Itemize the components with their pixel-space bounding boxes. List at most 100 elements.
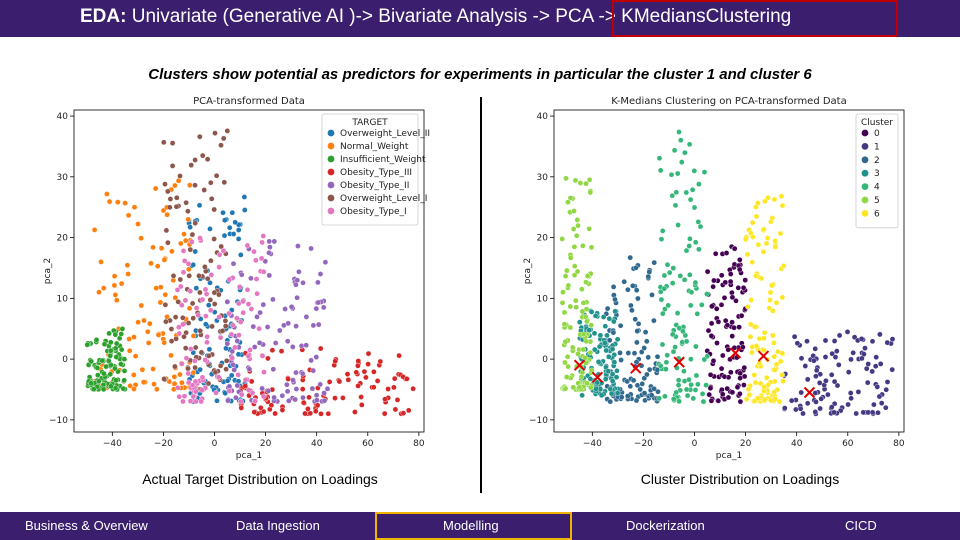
point <box>761 396 768 403</box>
point <box>169 248 175 255</box>
point <box>562 273 569 279</box>
point <box>224 340 231 347</box>
point <box>802 363 809 369</box>
point <box>871 401 877 408</box>
point <box>659 310 666 317</box>
point <box>727 369 734 376</box>
point <box>221 232 228 239</box>
point <box>178 360 185 367</box>
point <box>238 398 244 405</box>
point <box>205 353 212 359</box>
point <box>189 300 196 307</box>
point <box>811 357 817 364</box>
point <box>748 297 754 303</box>
point <box>314 397 320 404</box>
point <box>238 271 245 278</box>
point <box>703 382 709 388</box>
point <box>160 139 167 146</box>
point <box>705 327 712 334</box>
point <box>634 339 640 346</box>
nav-business-overview[interactable]: Business & Overview <box>25 518 148 533</box>
point <box>775 348 781 355</box>
point <box>804 376 811 383</box>
legend-marker <box>327 194 335 202</box>
point <box>313 354 320 360</box>
point <box>332 395 338 401</box>
point <box>113 340 120 347</box>
point <box>193 305 200 311</box>
point <box>221 179 228 186</box>
point <box>177 276 184 283</box>
point <box>168 326 175 332</box>
nav-data-ingestion[interactable]: Data Ingestion <box>236 518 320 533</box>
point <box>96 289 102 295</box>
point <box>668 171 675 178</box>
point <box>655 388 661 395</box>
point <box>112 345 119 352</box>
point <box>708 333 715 339</box>
caption-right: Cluster Distribution on Loadings <box>640 471 840 487</box>
point <box>135 319 141 325</box>
point <box>96 378 102 384</box>
point <box>670 396 677 402</box>
point <box>592 312 599 319</box>
point <box>793 406 799 413</box>
point <box>606 315 613 322</box>
point <box>683 247 690 254</box>
series-0 <box>704 243 749 405</box>
point <box>770 308 776 314</box>
series-2 <box>603 254 661 405</box>
point <box>625 350 632 356</box>
point <box>285 320 292 327</box>
point <box>201 187 207 193</box>
y-axis-label: pca_2 <box>523 258 533 284</box>
nav-cicd[interactable]: CICD <box>845 518 877 533</box>
point <box>131 386 137 392</box>
point <box>718 301 725 308</box>
point <box>177 371 183 378</box>
point <box>199 152 206 159</box>
point <box>659 228 666 234</box>
point <box>752 379 759 386</box>
point <box>220 135 227 142</box>
point <box>186 272 192 279</box>
point <box>643 338 650 345</box>
point <box>753 343 760 349</box>
nav-dockerization[interactable]: Dockerization <box>626 518 705 533</box>
point <box>696 246 702 253</box>
point <box>249 390 256 396</box>
point <box>877 361 884 367</box>
caption-left: Actual Target Distribution on Loadings <box>142 471 378 487</box>
point <box>829 350 836 357</box>
point <box>88 358 94 365</box>
point <box>185 370 191 377</box>
point <box>641 390 648 396</box>
point <box>699 391 706 397</box>
point <box>207 179 214 186</box>
point <box>692 239 699 246</box>
legend-label: Obesity_Type_III <box>340 168 412 178</box>
point <box>651 317 657 324</box>
point <box>700 398 707 405</box>
x-tick-label: 40 <box>791 439 803 449</box>
point <box>211 236 217 242</box>
point <box>266 238 272 245</box>
point <box>181 231 187 237</box>
point <box>352 409 358 415</box>
point <box>98 259 104 265</box>
point <box>682 332 689 339</box>
point <box>593 385 599 392</box>
point <box>669 280 676 286</box>
point <box>203 291 210 297</box>
nav-modelling[interactable]: Modelling <box>443 518 499 533</box>
point <box>761 335 767 341</box>
point <box>252 398 258 404</box>
point <box>254 290 260 297</box>
point <box>300 394 306 401</box>
point <box>656 155 663 161</box>
point <box>278 348 285 354</box>
point <box>167 196 174 202</box>
point <box>648 392 655 398</box>
legend-marker <box>327 142 335 150</box>
point <box>570 384 577 391</box>
